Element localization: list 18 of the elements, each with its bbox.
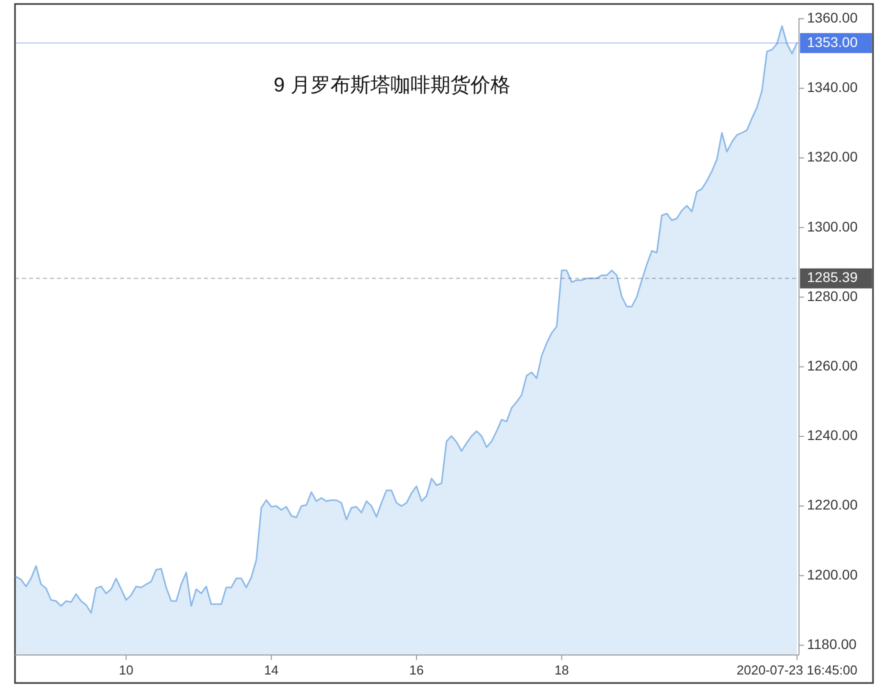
y-tick-label: 1320.00 xyxy=(807,148,858,165)
y-tick-label: 1220.00 xyxy=(807,496,858,513)
y-tick-label: 1180.00 xyxy=(807,636,857,652)
ref-line-label: 1353.00 xyxy=(807,34,858,50)
text: 9 月罗布斯塔咖啡期货价格 xyxy=(274,74,510,96)
x-tick-label: 14 xyxy=(264,662,279,678)
x-tick-label: 16 xyxy=(409,662,424,678)
y-tick-label: 1200.00 xyxy=(807,566,858,582)
y-tick-label: 1240.00 xyxy=(807,427,858,444)
ref-line-label: 1285.39 xyxy=(807,269,858,286)
y-tick-label: 1340.00 xyxy=(807,79,858,96)
y-tick-label: 1260.00 xyxy=(807,357,858,374)
x-tick-label: 10 xyxy=(118,662,134,678)
y-tick-label: 1280.00 xyxy=(807,288,858,304)
y-tick-label: 1300.00 xyxy=(807,218,858,234)
y-tick-label: 1360.00 xyxy=(807,9,858,26)
x-tick-label: 2020-07-23 16:45:00 xyxy=(736,662,858,678)
x-tick-label: 18 xyxy=(554,662,569,678)
